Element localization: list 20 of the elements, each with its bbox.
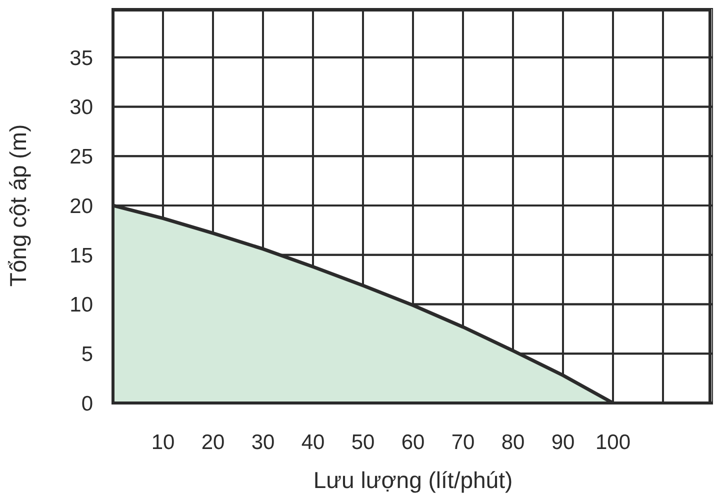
y-tick-label: 25 <box>70 146 93 169</box>
x-tick-label: 50 <box>351 430 375 454</box>
x-axis-title: Lưu lượng (lít/phút) <box>313 467 513 493</box>
y-tick-label: 35 <box>70 46 93 70</box>
x-tick-label: 70 <box>451 430 475 454</box>
x-tick-label: 90 <box>551 430 575 454</box>
y-tick-label: 20 <box>70 194 93 218</box>
y-tick-label: 10 <box>70 294 93 317</box>
y-tick-label: 5 <box>81 343 93 366</box>
x-tick-label: 20 <box>201 430 225 454</box>
x-tick-label: 60 <box>401 430 425 454</box>
x-tick-label: 100 <box>595 430 631 454</box>
x-tick-label: 10 <box>151 430 175 454</box>
y-tick-label: 30 <box>70 96 93 120</box>
x-tick-label: 40 <box>301 430 325 454</box>
y-tick-label: 0 <box>81 392 93 416</box>
x-tick-label: 30 <box>251 430 275 454</box>
y-tick-label: 15 <box>70 244 93 268</box>
y-axis-title: Tổng cột áp (m) <box>5 124 32 287</box>
x-tick-label: 80 <box>501 430 525 454</box>
